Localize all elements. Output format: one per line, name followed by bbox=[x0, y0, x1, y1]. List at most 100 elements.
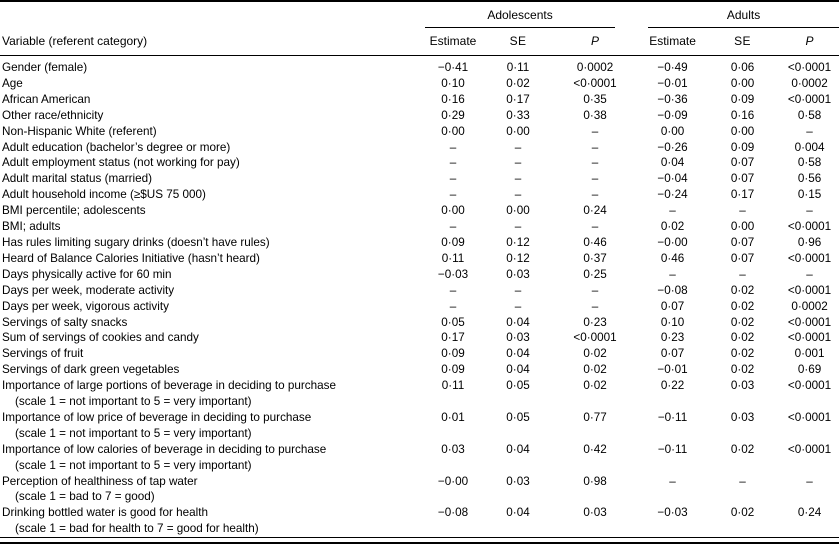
adolescents-p-cell: <0·0001 bbox=[573, 331, 617, 345]
table-row: Gender (female) −0·41 0·11 0·0002 −0·49 0·06 <… bbox=[0, 56, 839, 76]
adults-se-cell: 0·02 bbox=[730, 283, 755, 297]
adolescents-p-cell: <0·0001 bbox=[573, 76, 617, 90]
adolescents-p-cell: 0·02 bbox=[583, 379, 607, 393]
adults-estimate-cell: – bbox=[669, 204, 676, 218]
adults-estimate-cell: −0·11 bbox=[657, 410, 688, 424]
adolescents-estimate-cell: 0·09 bbox=[441, 347, 465, 361]
adolescents-p-cell: – bbox=[591, 140, 599, 154]
variable-cell: Adult household income (≥$US 75 000) bbox=[0, 187, 420, 203]
variable-label: Importance of low price of beverage in d… bbox=[2, 410, 312, 424]
adults-p-cell: 0·15 bbox=[797, 188, 822, 202]
adolescents-p-cell: – bbox=[591, 124, 599, 138]
adults-p-cell: <0·0001 bbox=[787, 379, 832, 393]
adolescents-p-cell: – bbox=[591, 283, 599, 297]
adults-estimate-cell: −0·49 bbox=[657, 61, 688, 74]
adults-se-cell: 0·07 bbox=[730, 251, 755, 265]
table-row: BMI; adults – – – 0·02 0·00 <0·0001 bbox=[0, 219, 839, 235]
variable-label: Adult education (bachelor’s degree or mo… bbox=[2, 140, 231, 154]
adults-estimate-cell: −0·04 bbox=[657, 172, 688, 186]
adults-se-cell: 0·00 bbox=[730, 124, 755, 138]
adolescents-se-cell: 0·33 bbox=[506, 108, 530, 122]
adults-se-cell: – bbox=[739, 204, 746, 218]
adults-se-cell: 0·07 bbox=[730, 156, 755, 170]
adolescents-se-cell: – bbox=[514, 220, 522, 234]
adolescents-estimate-cell: 0·01 bbox=[441, 410, 465, 424]
adults-estimate-cell: −0·11 bbox=[657, 442, 688, 456]
table-row: Importance of low calories of beverage i… bbox=[0, 442, 839, 474]
variable-label: Days per week, vigorous activity bbox=[2, 299, 169, 313]
variable-label: BMI percentile; adolescents bbox=[2, 204, 146, 218]
variable-cell: Has rules limiting sugary drinks (doesn’… bbox=[0, 235, 420, 251]
table-row: Adult marital status (married) – – – −0·04 0·… bbox=[0, 171, 839, 187]
adults-p-cell: <0·0001 bbox=[787, 283, 832, 297]
adolescents-spanner: Adolescents bbox=[425, 8, 616, 28]
adolescents-estimate-cell: – bbox=[449, 299, 457, 313]
adults-estimate-cell: −0·03 bbox=[657, 506, 688, 520]
adolescents-se-cell: – bbox=[514, 140, 522, 154]
variable-label: Importance of large portions of beverage… bbox=[2, 379, 336, 393]
variable-cell: Importance of low calories of beverage i… bbox=[0, 442, 420, 474]
adolescents-estimate-cell: – bbox=[449, 283, 457, 297]
variable-label: Servings of salty snacks bbox=[2, 315, 128, 329]
adolescents-estimate-cell: 0·10 bbox=[441, 76, 465, 90]
table-bottom-rule bbox=[0, 542, 839, 545]
adults-estimate-cell: −0·09 bbox=[657, 108, 688, 122]
table-row: BMI percentile; adolescents 0·00 0·00 0·24 –… bbox=[0, 203, 839, 219]
adolescents-p-cell: 0·42 bbox=[583, 442, 607, 456]
variable-cell: BMI; adults bbox=[0, 219, 420, 235]
adults-p-cell: <0·0001 bbox=[787, 61, 832, 74]
adults-estimate-cell: −0·00 bbox=[657, 235, 688, 249]
adults-se-cell: 0·03 bbox=[730, 410, 755, 424]
adolescents-se-cell: 0·00 bbox=[506, 204, 530, 218]
adolescents-se-cell: 0·04 bbox=[506, 363, 530, 377]
adolescents-se-cell: 0·17 bbox=[506, 92, 530, 106]
adolescents-p-cell: 0·23 bbox=[583, 315, 607, 329]
adults-estimate-cell: 0·22 bbox=[660, 379, 685, 393]
adolescents-p-cell: – bbox=[591, 188, 599, 202]
adolescents-estimate-cell: – bbox=[449, 140, 457, 154]
adults-estimate-cell: 0·46 bbox=[660, 251, 685, 265]
adults-p-cell: <0·0001 bbox=[787, 92, 832, 106]
variable-sublabel: (scale 1 = not important to 5 = very imp… bbox=[15, 458, 252, 472]
variable-cell: Days per week, vigorous activity bbox=[0, 299, 420, 315]
adults-se-cell: – bbox=[739, 474, 746, 488]
adolescents-p-cell: 0·02 bbox=[583, 347, 607, 361]
adolescents-p-cell: 0·38 bbox=[583, 108, 607, 122]
adolescents-se-cell: – bbox=[514, 172, 522, 186]
adolescents-estimate-cell: – bbox=[449, 172, 457, 186]
table-row: Days per week, moderate activity – – – −0·08… bbox=[0, 283, 839, 299]
table-row: Other race/ethnicity 0·29 0·33 0·38 −0·09 0·1… bbox=[0, 108, 839, 124]
variable-label: Drinking bottled water is good for healt… bbox=[2, 506, 208, 520]
variable-label: Age bbox=[2, 76, 23, 90]
adults-se-cell: 0·03 bbox=[730, 379, 755, 393]
adults-p-cell: 0·24 bbox=[797, 506, 822, 520]
adults-estimate-cell: 0·10 bbox=[660, 315, 685, 329]
variable-label: Servings of dark green vegetables bbox=[2, 363, 180, 377]
adults-p-cell: 0·0002 bbox=[791, 299, 828, 313]
adolescents-se-cell: 0·04 bbox=[506, 506, 530, 520]
group-label-adults: Adults bbox=[726, 8, 761, 22]
adolescents-p-cell: 0·02 bbox=[583, 363, 607, 377]
adolescents-estimate-cell: 0·00 bbox=[441, 124, 465, 138]
adults-p-cell: <0·0001 bbox=[787, 220, 832, 234]
adolescents-estimate-cell: – bbox=[449, 188, 457, 202]
variable-cell: Other race/ethnicity bbox=[0, 108, 420, 124]
adults-p-cell: <0·0001 bbox=[787, 410, 832, 424]
variable-label: Importance of low calories of beverage i… bbox=[2, 442, 327, 456]
variable-label: Days per week, moderate activity bbox=[2, 283, 175, 297]
variable-label: Adult employment status (not working for… bbox=[2, 156, 240, 170]
adults-se-cell: 0·09 bbox=[730, 140, 755, 154]
adolescents-p-cell: 0·98 bbox=[583, 474, 607, 488]
adolescents-estimate-cell: 0·00 bbox=[441, 204, 465, 218]
variable-cell: Heard of Balance Calories Initiative (ha… bbox=[0, 251, 420, 267]
adults-se-cell: 0·09 bbox=[730, 92, 755, 106]
adolescents-estimate-cell: 0·11 bbox=[441, 379, 465, 393]
variable-label: Adult household income (≥$US 75 000) bbox=[2, 188, 206, 202]
adults-estimate-cell: −0·08 bbox=[657, 283, 688, 297]
table-row: Sum of servings of cookies and candy 0·17… bbox=[0, 330, 839, 346]
adults-p-cell: <0·0001 bbox=[787, 251, 832, 265]
group-header-row: Adolescents Adults bbox=[0, 1, 839, 28]
table-row: Perception of healthiness of tap water (s… bbox=[0, 474, 839, 506]
adults-se-cell: 0·02 bbox=[730, 442, 755, 456]
